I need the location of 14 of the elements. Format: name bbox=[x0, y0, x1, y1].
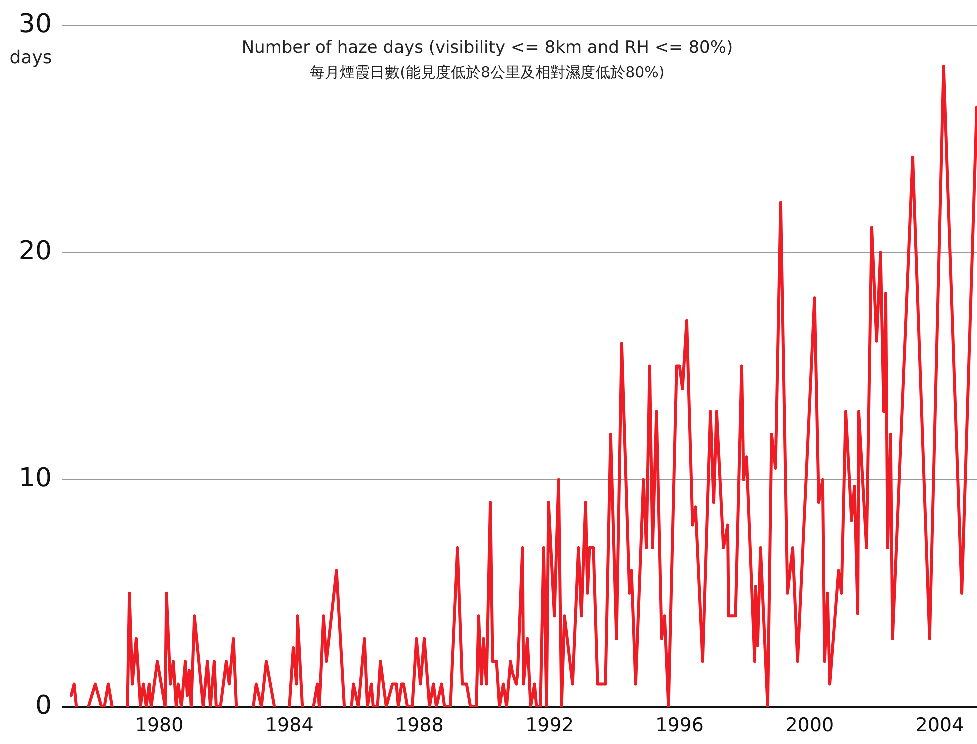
x-tick-label: 2000 bbox=[786, 714, 834, 736]
x-tick-label: 1992 bbox=[526, 714, 574, 736]
y-tick-label: 10 bbox=[18, 464, 52, 494]
x-tick-label: 1980 bbox=[135, 714, 184, 736]
y-tick-label: 30 bbox=[18, 9, 52, 40]
text: Number of haze days (visibility <= 8km and RH <= 80%) bbox=[242, 38, 734, 58]
x-tick-label: 1988 bbox=[395, 714, 444, 736]
text: 每月煙霞日數(能見度低於8公里及相對濕度低於80%) bbox=[310, 63, 665, 82]
x-tick-label: 2004 bbox=[916, 714, 964, 736]
y-axis-title: days bbox=[10, 47, 52, 68]
x-tick-label: 1984 bbox=[265, 714, 314, 736]
x-tick-label: 1996 bbox=[656, 714, 704, 736]
y-tick-label: 0 bbox=[35, 690, 52, 721]
y-tick-label: 20 bbox=[18, 236, 52, 266]
